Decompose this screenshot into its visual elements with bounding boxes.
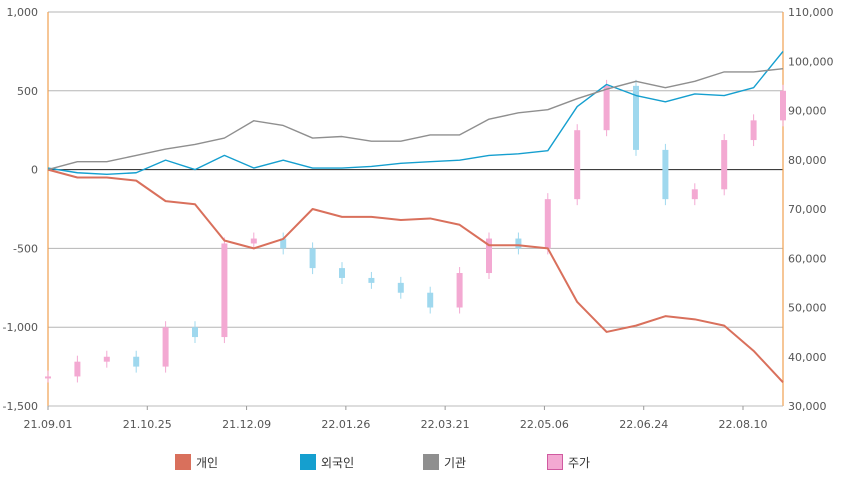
candle-body bbox=[544, 199, 551, 249]
legend-item-series-3[interactable]: 주가 bbox=[547, 452, 590, 472]
legend-label-series-1: 외국인 bbox=[321, 455, 355, 470]
legend-swatch-series-3 bbox=[547, 454, 563, 470]
right-tick-label: 100,000 bbox=[788, 55, 834, 68]
x-tick-label: 21.10.25 bbox=[123, 418, 172, 431]
series-line-0 bbox=[47, 168, 784, 384]
candle-body bbox=[662, 149, 669, 200]
legend: 개인 외국인 기관 주가 bbox=[0, 452, 843, 476]
candle-body bbox=[162, 327, 169, 367]
flow-lines bbox=[47, 50, 784, 384]
legend-label-series-3: 주가 bbox=[568, 455, 591, 470]
right-tick-label: 60,000 bbox=[788, 252, 827, 265]
legend-label-series-2: 기관 bbox=[444, 455, 467, 470]
right-tick-label: 50,000 bbox=[788, 302, 827, 315]
candle-body bbox=[280, 238, 287, 249]
candle-body bbox=[221, 243, 228, 338]
candle-body bbox=[486, 238, 492, 274]
left-tick-label: -1,000 bbox=[3, 321, 38, 334]
candle-body bbox=[133, 356, 140, 367]
candle-body bbox=[574, 130, 581, 200]
candle-body bbox=[250, 238, 257, 244]
candle-body bbox=[721, 140, 728, 190]
legend-swatch-series-2 bbox=[423, 454, 439, 470]
candle-body bbox=[339, 268, 345, 278]
legend-label-series-0: 개인 bbox=[196, 455, 219, 470]
candle-body bbox=[750, 120, 757, 141]
left-tick-label: 0 bbox=[31, 164, 38, 177]
candle-body bbox=[309, 248, 316, 269]
right-tick-label: 70,000 bbox=[788, 203, 827, 216]
candle-body bbox=[515, 238, 522, 249]
candle-body bbox=[192, 327, 198, 338]
x-tick-label: 21.09.01 bbox=[24, 418, 73, 431]
price-candles bbox=[45, 79, 786, 383]
right-tick-label: 110,000 bbox=[788, 6, 834, 19]
series-line-2 bbox=[47, 68, 784, 171]
tick-labels: 1,000 500 0 -500 -1,000 -1,500 110,000 100,000 9… bbox=[3, 6, 834, 431]
x-tick-label: 22.01.26 bbox=[321, 418, 370, 431]
candle-body bbox=[691, 189, 698, 200]
right-tick-label: 30,000 bbox=[788, 400, 827, 413]
legend-swatch-series-1 bbox=[300, 454, 316, 470]
candle-body bbox=[603, 85, 610, 131]
legend-item-series-0[interactable]: 개인 bbox=[175, 452, 218, 472]
legend-swatch-series-0 bbox=[175, 454, 191, 470]
candle-body bbox=[74, 361, 81, 377]
candle-body bbox=[397, 282, 404, 293]
candle-body bbox=[368, 277, 375, 283]
left-tick-label: -500 bbox=[13, 242, 38, 255]
left-tick-label: 500 bbox=[17, 85, 38, 98]
candle-body bbox=[780, 90, 786, 121]
x-tick-label: 22.06.24 bbox=[619, 418, 668, 431]
axes bbox=[47, 12, 784, 410]
candle-body bbox=[456, 273, 463, 308]
right-tick-label: 90,000 bbox=[788, 105, 827, 118]
candle-body bbox=[427, 292, 434, 308]
right-tick-label: 80,000 bbox=[788, 154, 827, 167]
grid-lines bbox=[48, 11, 783, 407]
legend-item-series-2[interactable]: 기관 bbox=[423, 452, 466, 472]
x-tick-label: 21.12.09 bbox=[222, 418, 271, 431]
x-tick-label: 22.03.21 bbox=[421, 418, 470, 431]
left-tick-label: -1,500 bbox=[3, 400, 38, 413]
right-tick-label: 40,000 bbox=[788, 351, 827, 364]
left-tick-label: 1,000 bbox=[7, 6, 39, 19]
candle-body bbox=[633, 85, 639, 150]
legend-item-series-1[interactable]: 외국인 bbox=[300, 452, 354, 472]
series-line-1 bbox=[47, 50, 784, 176]
x-tick-label: 22.05.06 bbox=[520, 418, 569, 431]
candle-body bbox=[45, 376, 51, 379]
x-tick-label: 22.08.10 bbox=[719, 418, 768, 431]
candle-body bbox=[103, 356, 110, 362]
